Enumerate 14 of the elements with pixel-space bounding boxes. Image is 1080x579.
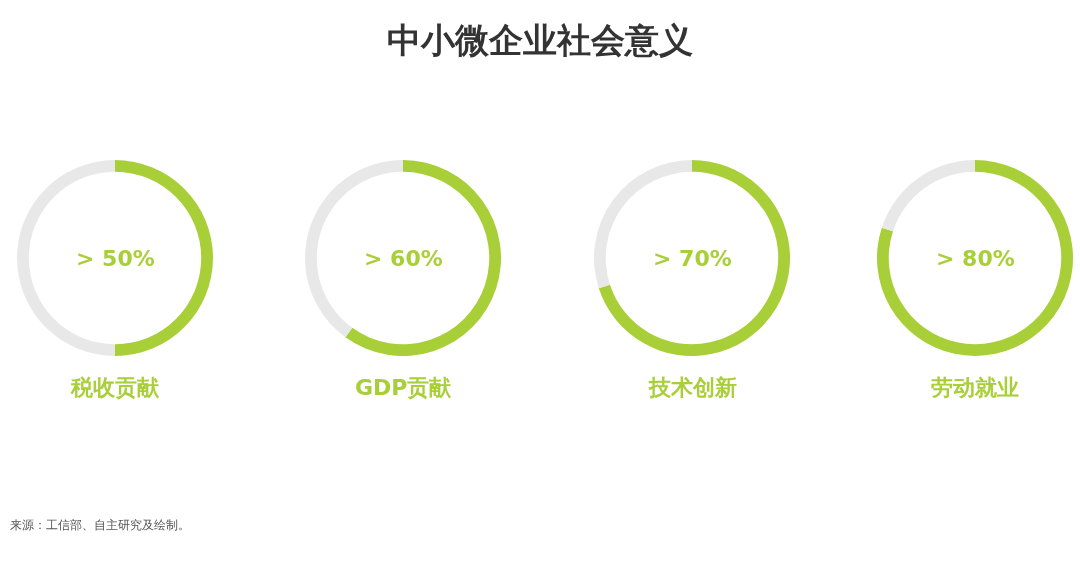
donut-slice [345,160,501,356]
text: > 70% [653,246,732,271]
text: > 50% [76,246,155,271]
text: 税收贡献 [70,375,160,400]
source-note: 来源：工信部、自主研究及绘制。 [10,518,190,532]
donut-slice [881,160,975,232]
donut-slice [598,160,790,356]
text: 技术创新 [648,375,737,400]
text: 劳动就业 [931,375,1019,400]
text: > 80% [936,246,1015,271]
donut-slice [877,160,1073,356]
text: 中小微企业社会意义 [387,20,693,60]
text: > 60% [364,246,443,271]
text: GDP贡献 [355,375,453,400]
